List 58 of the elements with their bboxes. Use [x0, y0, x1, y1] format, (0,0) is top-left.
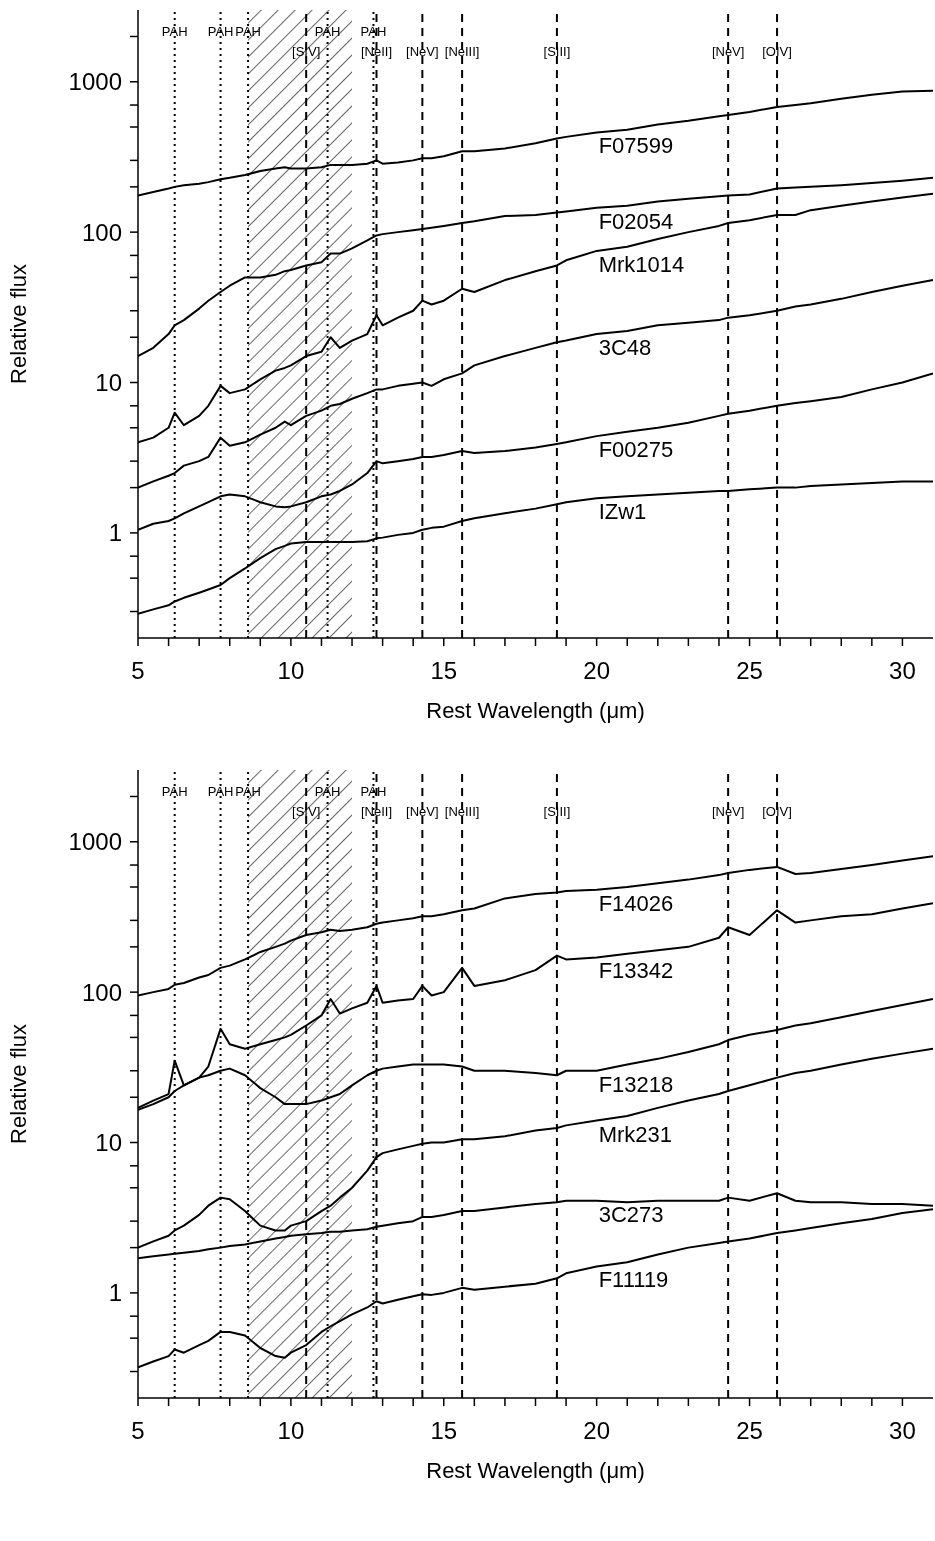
x-tick-label: 5: [131, 1417, 145, 1445]
y-tick-label: 1: [108, 519, 122, 547]
x-tick-label: 30: [889, 1417, 916, 1445]
x-tick-label: 10: [277, 1417, 305, 1445]
series-label: F00275: [598, 437, 674, 463]
series-label: 3C273: [598, 1201, 664, 1227]
ref-line-label: PAH: [161, 784, 188, 799]
y-tick-label: 1000: [68, 68, 122, 96]
series-label: F07599: [598, 133, 674, 159]
ref-line-label: PAH: [161, 24, 188, 39]
ref-line-label: [NeII]: [360, 804, 393, 819]
y-tick-label: 10: [95, 1129, 122, 1157]
x-tick-label: 30: [889, 657, 916, 685]
series-label: F11119: [598, 1267, 669, 1293]
ref-line-label: [NeIII]: [444, 44, 480, 59]
y-axis-title: Relative flux: [5, 264, 31, 384]
ref-line-label: [OIV]: [762, 804, 792, 819]
ref-line-label: PAH: [235, 24, 261, 39]
x-tick-label: 15: [430, 657, 458, 685]
series-label: IZw1: [598, 499, 647, 525]
series-label: F13342: [598, 958, 674, 984]
ref-line-label: [NeIII]: [444, 804, 480, 819]
series-label: F13218: [598, 1071, 674, 1097]
series-label: 3C48: [598, 335, 652, 361]
ref-line-label: PAH: [207, 784, 234, 799]
x-tick-label: 15: [430, 1417, 458, 1445]
y-tick-label: 10: [95, 369, 122, 397]
ref-line-label: PAH: [235, 784, 261, 799]
ref-line-label: [SIV]: [292, 44, 321, 59]
x-tick-label: 20: [583, 1417, 611, 1445]
x-axis-title: Rest Wavelength (μm): [426, 1458, 645, 1483]
y-tick-label: 1000: [68, 828, 122, 856]
series-label: F02054: [598, 208, 674, 234]
x-tick-label: 25: [736, 657, 763, 685]
ref-line-label: PAH: [207, 24, 234, 39]
x-tick-label: 20: [583, 657, 611, 685]
y-tick-label: 100: [81, 218, 122, 246]
x-tick-label: 25: [736, 1417, 763, 1445]
ref-line-label: [SIII]: [543, 44, 571, 59]
ref-line-label: [NeV]: [406, 44, 439, 59]
ref-line-label: [SIV]: [292, 804, 321, 819]
x-axis-title: Rest Wavelength (μm): [426, 698, 645, 723]
series-label: F14026: [598, 890, 674, 916]
y-axis-title: Relative flux: [5, 1024, 31, 1144]
ref-line-label: [NeV]: [711, 804, 745, 819]
ref-line-label: [SIII]: [543, 804, 571, 819]
series-label: Mrk231: [598, 1121, 673, 1147]
ref-line-label: [NeV]: [406, 804, 439, 819]
x-tick-label: 10: [277, 657, 305, 685]
series-label: Mrk1014: [598, 251, 685, 277]
y-tick-label: 100: [81, 978, 122, 1006]
ref-line-label: [NeV]: [711, 44, 745, 59]
y-tick-label: 1: [108, 1279, 122, 1307]
ref-line-label: [NeII]: [360, 44, 393, 59]
x-tick-label: 5: [131, 657, 145, 685]
ref-line-label: PAH: [314, 24, 341, 39]
ref-line-label: PAH: [314, 784, 341, 799]
ref-line-label: [OIV]: [762, 44, 792, 59]
